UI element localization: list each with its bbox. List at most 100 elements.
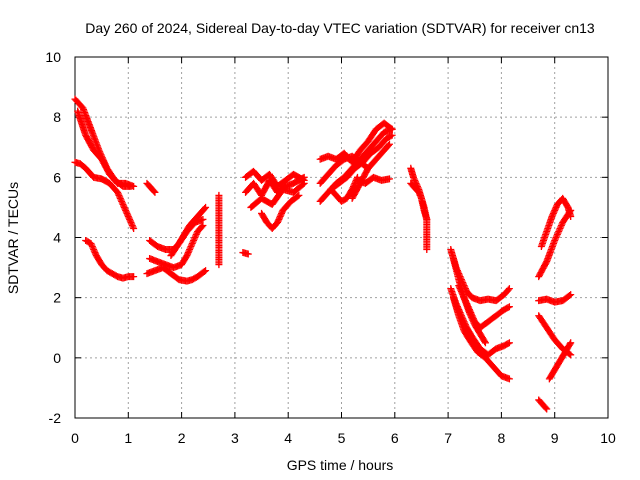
data-point	[457, 288, 465, 296]
x-tick-label: 0	[71, 430, 79, 446]
data-point	[505, 375, 513, 383]
data-point	[300, 173, 308, 181]
y-tick-label: 8	[53, 109, 61, 125]
grid-lines	[75, 57, 608, 418]
data-point	[549, 211, 557, 219]
y-tick-label: 2	[53, 290, 61, 306]
data-point	[199, 215, 207, 223]
data-point	[411, 178, 419, 186]
data-point	[122, 206, 130, 214]
data-point	[295, 191, 303, 199]
data-point	[459, 291, 467, 299]
data-point	[215, 261, 223, 269]
data-point	[549, 209, 557, 217]
series-track-32	[535, 206, 575, 281]
y-tick-label: 4	[53, 230, 61, 246]
data-point	[120, 202, 128, 210]
axis-ticks: 0 1 2 3 4 5 6 7 8 9 10 -2 0 2 4 6 8 10	[45, 49, 616, 446]
y-tick-label: 0	[53, 350, 61, 366]
data-point	[465, 309, 473, 317]
data-point	[551, 237, 559, 245]
data-point	[115, 191, 123, 199]
data-point	[504, 286, 512, 294]
series-track-35	[545, 339, 575, 383]
x-tick-label: 9	[551, 430, 559, 446]
data-point	[481, 338, 489, 346]
data-point	[274, 217, 282, 225]
data-point	[191, 234, 199, 241]
data-point	[548, 212, 556, 220]
data-point	[244, 250, 252, 258]
data-point	[91, 249, 99, 257]
data-point	[190, 237, 198, 245]
data-point	[192, 232, 200, 240]
data-point	[505, 339, 513, 347]
data-point	[90, 247, 98, 255]
data-point	[87, 240, 95, 248]
data-point	[90, 246, 98, 254]
series-track-10	[215, 191, 223, 269]
data-point	[183, 252, 191, 260]
data-point	[124, 212, 132, 220]
data-point	[556, 224, 564, 232]
data-point	[552, 203, 560, 211]
series-track-01	[71, 95, 135, 190]
data-point	[294, 192, 302, 200]
data-point	[200, 267, 208, 275]
data-point	[126, 215, 134, 223]
data-point	[189, 238, 197, 246]
x-tick-label: 3	[231, 430, 239, 446]
x-tick-label: 4	[284, 430, 292, 446]
data-point	[567, 339, 575, 347]
data-point	[89, 244, 97, 252]
data-point	[416, 191, 424, 199]
series-track-28	[449, 294, 513, 383]
data-point	[114, 190, 122, 198]
data-point	[88, 241, 96, 249]
data-point	[415, 188, 423, 196]
data-point	[566, 292, 574, 300]
data-point	[126, 217, 134, 225]
x-tick-label: 6	[391, 430, 399, 446]
data-point	[150, 187, 158, 195]
data-point	[555, 227, 563, 235]
data-point	[388, 131, 396, 139]
series-track-31	[537, 194, 575, 251]
series-track-14	[258, 191, 303, 232]
data-point	[275, 215, 283, 223]
data-point	[504, 340, 512, 348]
data-point	[385, 140, 393, 148]
data-point	[116, 194, 124, 202]
data-point	[184, 249, 192, 257]
series-track-11	[239, 249, 252, 258]
data-point	[184, 250, 192, 258]
y-axis-label: SDTVAR / TECUs	[5, 182, 21, 294]
series-track-24	[407, 179, 431, 254]
data-point	[504, 303, 512, 311]
data-point	[505, 285, 513, 293]
series-track-19	[327, 131, 396, 193]
data-point	[130, 273, 138, 281]
series-track-18	[316, 152, 372, 187]
series-track-08	[143, 264, 210, 285]
series-track-30	[535, 396, 551, 413]
data-point	[127, 218, 135, 226]
data-point	[551, 205, 559, 213]
data-point	[124, 211, 132, 219]
data-point	[554, 229, 562, 237]
data-point	[185, 247, 193, 255]
data-point	[202, 267, 210, 275]
data-point	[188, 240, 196, 248]
x-tick-label: 1	[124, 430, 132, 446]
data-point	[300, 179, 308, 187]
data-point	[187, 243, 195, 251]
x-tick-label: 8	[498, 430, 506, 446]
data-point	[186, 246, 194, 254]
data-point	[151, 188, 159, 196]
data-point	[468, 315, 476, 323]
data-point	[385, 175, 393, 183]
x-tick-label: 10	[600, 430, 616, 446]
data-point	[128, 221, 136, 229]
x-tick-label: 7	[444, 430, 452, 446]
data-point	[566, 208, 574, 216]
